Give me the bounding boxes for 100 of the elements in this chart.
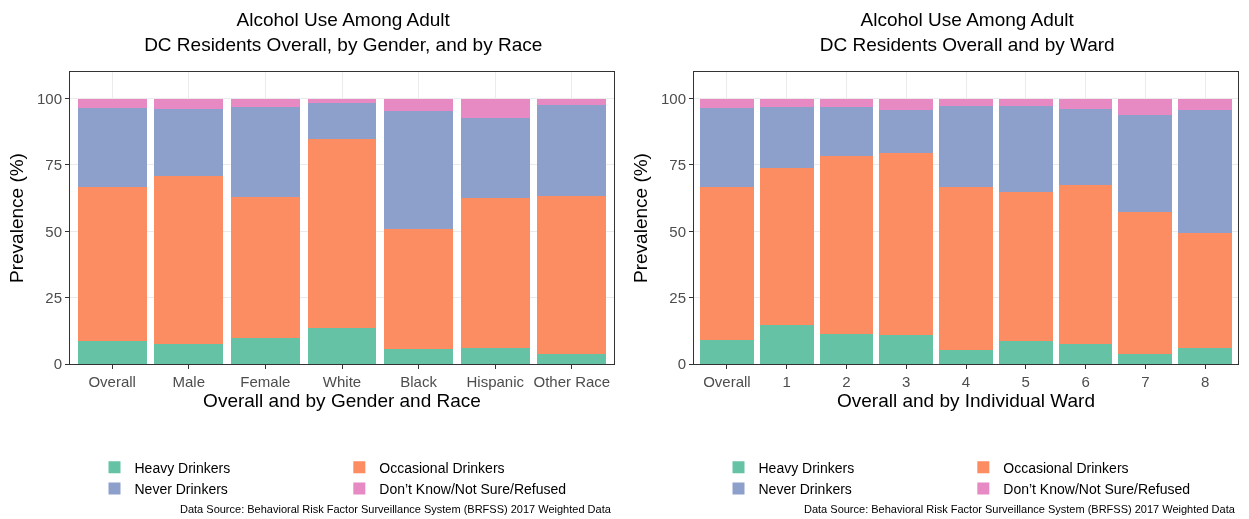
bar	[759, 99, 814, 107]
legend-label: Don’t Know/Not Sure/Refused	[379, 480, 567, 497]
y-tick-label: 75	[669, 156, 686, 174]
bar	[759, 106, 814, 169]
y-tick-label: 75	[45, 156, 62, 174]
bar	[1058, 98, 1113, 109]
bar	[460, 117, 530, 198]
bar	[460, 197, 530, 349]
bar	[759, 324, 814, 364]
bar	[460, 98, 530, 118]
bar	[998, 340, 1053, 364]
bar	[537, 195, 607, 355]
bar	[460, 348, 530, 364]
y-tick-label: 50	[669, 222, 686, 240]
bar	[1118, 354, 1173, 364]
x-tick-label: 4	[961, 373, 971, 390]
bar	[307, 327, 377, 364]
bar	[1118, 115, 1173, 212]
bar	[699, 187, 754, 341]
bar	[1178, 98, 1233, 111]
bar	[998, 191, 1053, 341]
legend-label: Never Drinkers	[758, 480, 852, 497]
bar	[1178, 348, 1233, 364]
bar	[77, 341, 147, 364]
bar	[154, 98, 224, 110]
bar	[699, 98, 754, 108]
bar	[230, 98, 300, 108]
bar	[230, 196, 300, 338]
source-note: Data Source: Behavioral Risk Factor Surveillance System (BRFSS) 2017 Weighted Data	[804, 503, 1236, 515]
legend-label: Occasional Drinkers	[1003, 459, 1129, 476]
y-axis-title: Prevalence (%)	[5, 153, 27, 283]
bar	[879, 153, 934, 335]
legend-label: Never Drinkers	[134, 480, 228, 497]
x-tick-label: White	[322, 373, 362, 390]
bar	[998, 98, 1053, 106]
bar	[537, 354, 607, 364]
x-tick-label: 8	[1200, 373, 1210, 390]
y-axis-title: Prevalence (%)	[629, 153, 651, 283]
x-tick-label: 5	[1021, 373, 1030, 390]
bar	[819, 106, 874, 156]
x-tick-label: 7	[1141, 373, 1150, 390]
x-tick-label: Hispanic	[466, 373, 525, 390]
bar	[1178, 232, 1233, 349]
x-tick-label: Male	[172, 373, 206, 390]
bar	[154, 176, 224, 344]
bar	[154, 343, 224, 364]
x-tick-label: Overall	[703, 373, 751, 390]
x-tick-label: Female	[240, 373, 291, 390]
bar	[939, 350, 993, 364]
bar	[939, 187, 993, 351]
bar	[384, 98, 454, 111]
bar	[1118, 99, 1173, 116]
bar	[819, 155, 874, 334]
bar	[759, 168, 814, 325]
bar	[307, 138, 377, 328]
bar	[998, 105, 1053, 192]
bar	[154, 109, 224, 177]
bar	[307, 103, 377, 139]
bar	[1058, 344, 1113, 364]
x-tick-label: Overall	[88, 373, 136, 390]
legend-label: Don’t Know/Not Sure/Refused	[1003, 480, 1191, 497]
y-tick-label: 100	[660, 89, 686, 107]
legend-label: Heavy Drinkers	[758, 459, 855, 476]
bar	[819, 333, 874, 364]
bar	[879, 110, 934, 154]
bar	[699, 107, 754, 188]
bar	[699, 340, 754, 364]
x-axis-title: Overall and by Gender and Race	[203, 390, 481, 411]
bar	[230, 337, 300, 364]
chart-title: Alcohol Use Among Adult DC Residents Overall, by Gender, and by Race	[144, 8, 543, 55]
bar	[879, 98, 934, 111]
y-tick-label: 100	[36, 89, 62, 107]
bar	[819, 98, 874, 107]
bar	[1118, 211, 1173, 355]
bar	[77, 108, 147, 188]
bar	[537, 98, 607, 106]
bar	[1178, 110, 1233, 233]
y-tick-label: 0	[677, 355, 686, 373]
bar	[77, 98, 147, 109]
y-tick-label: 25	[45, 288, 62, 306]
bar	[879, 334, 934, 364]
y-tick-label: 50	[45, 222, 62, 240]
bar	[384, 110, 454, 230]
bar	[1058, 108, 1113, 185]
x-tick-label: 6	[1081, 373, 1090, 390]
x-tick-label: 2	[842, 373, 851, 390]
bar	[939, 98, 993, 106]
x-tick-label: Other Race	[533, 373, 611, 390]
legend-label: Occasional Drinkers	[379, 459, 505, 476]
x-tick-label: Black	[400, 373, 438, 390]
x-tick-label: 3	[902, 373, 911, 390]
bar	[1058, 184, 1113, 345]
y-tick-label: 0	[53, 355, 62, 373]
bar	[384, 349, 454, 364]
x-axis-title: Overall and by Individual Ward	[836, 390, 1096, 411]
bar	[537, 105, 607, 196]
x-tick-label: 1	[782, 373, 791, 390]
chart-title: Alcohol Use Among Adult DC Residents Overall and by Ward	[819, 8, 1115, 55]
y-tick-label: 25	[669, 288, 686, 306]
bar	[77, 187, 147, 342]
